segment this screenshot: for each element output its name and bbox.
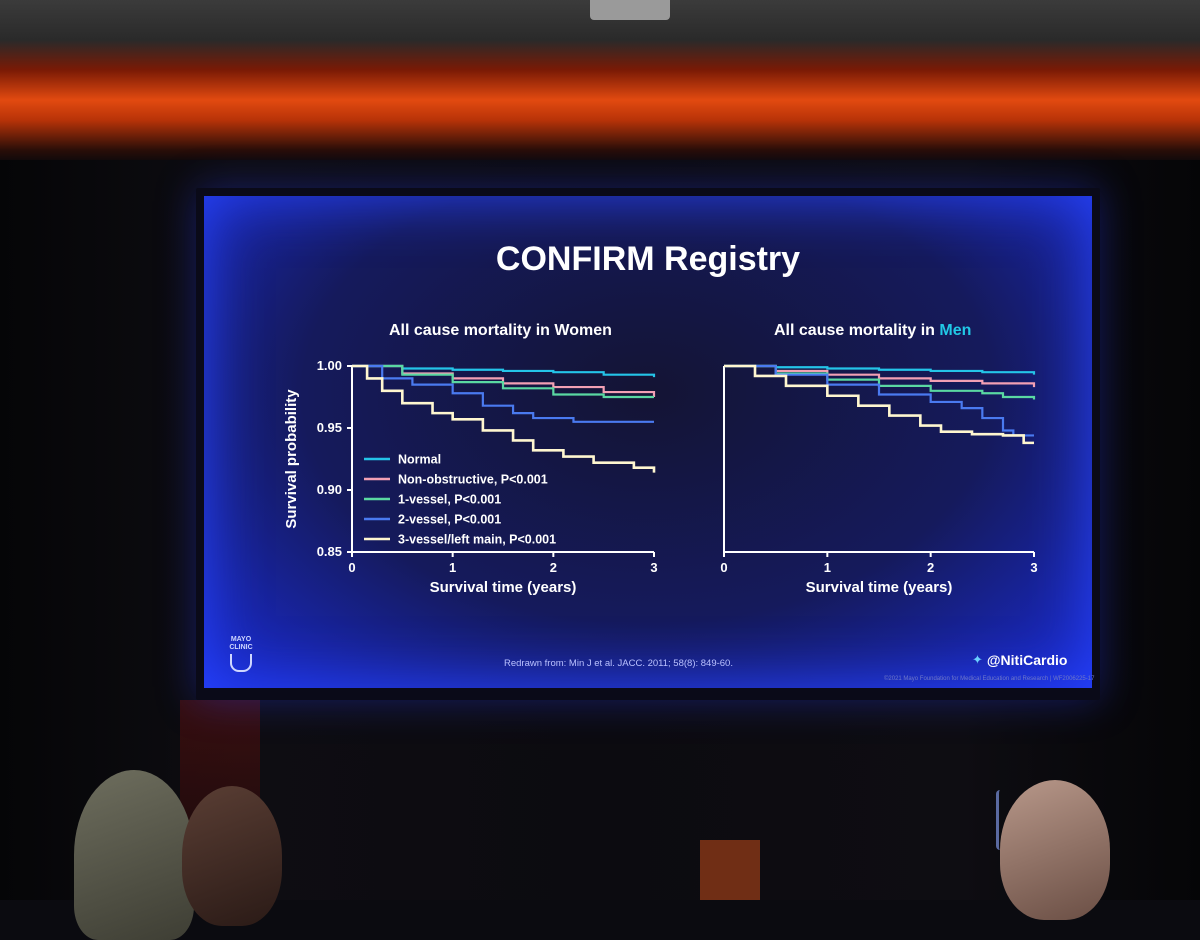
ceiling-light xyxy=(590,0,670,20)
legend-label-three_vessel: 3-vessel/left main, P<0.001 xyxy=(398,533,556,547)
logo-text-line-2: CLINIC xyxy=(229,644,253,651)
series-line-two_vessel xyxy=(352,364,654,423)
chart-title-men: All cause mortality in Men xyxy=(774,322,971,340)
twitter-handle-text: @NitiCardio xyxy=(986,652,1068,668)
chart-title-women-highlight: Women xyxy=(554,322,612,339)
legend-label-non_obstructive: Non-obstructive, P<0.001 xyxy=(398,473,548,487)
legend-label-one_vessel: 1-vessel, P<0.001 xyxy=(398,493,501,507)
chart-title-men-prefix: All cause mortality in xyxy=(774,322,940,339)
x-tick-label: 0 xyxy=(348,560,355,575)
legend-label-normal: Normal xyxy=(398,453,441,467)
shield-icon xyxy=(230,654,252,672)
floor-light xyxy=(700,840,760,900)
x-tick-label: 1 xyxy=(824,560,831,575)
glasses xyxy=(996,790,1019,850)
citation: Redrawn from: Min J et al. JACC. 2011; 5… xyxy=(504,658,733,669)
x-tick-label: 2 xyxy=(927,560,934,575)
legend-label-two_vessel: 2-vessel, P<0.001 xyxy=(398,513,501,527)
mayo-clinic-logo: MAYO CLINIC xyxy=(226,636,256,676)
x-tick-label: 2 xyxy=(550,560,557,575)
twitter-handle: ✦ @NitiCardio xyxy=(972,652,1067,668)
charts-svg: 0 1 2 3 0.85 0.90 0.95 1.00 Survival time (years… xyxy=(283,358,1038,596)
twitter-bird-icon: ✦ xyxy=(972,652,983,667)
series-line-two_vessel xyxy=(724,364,1034,437)
y-tick-label: 0.85 xyxy=(317,544,342,559)
ceiling xyxy=(0,0,1200,160)
x-axis-label: Survival time (years) xyxy=(806,579,953,596)
series-line-normal xyxy=(724,364,1036,375)
y-tick-label: 0.90 xyxy=(317,482,342,497)
x-tick-label: 3 xyxy=(650,560,657,575)
series-line-one_vessel xyxy=(352,364,654,399)
series-line-one_vessel xyxy=(724,364,1036,400)
chart-women: 0 1 2 3 0.85 0.90 0.95 1.00 Survival time (years… xyxy=(283,358,658,596)
x-tick-label: 1 xyxy=(449,560,456,575)
chart-title-women-prefix: All cause mortality in xyxy=(389,322,555,339)
audience-head-1 xyxy=(74,770,194,940)
slide-title: CONFIRM Registry xyxy=(495,240,801,278)
chart-title-women: All cause mortality in Women xyxy=(389,322,612,340)
y-tick-label: 1.00 xyxy=(317,358,342,373)
series-line-three_vessel xyxy=(352,364,656,473)
audience-head-2 xyxy=(182,786,282,926)
x-axis-label: Survival time (years) xyxy=(430,579,577,596)
y-tick-label: 0.95 xyxy=(317,420,342,435)
x-tick-label: 0 xyxy=(720,560,727,575)
copyright-notice: ©2021 Mayo Foundation for Medical Educat… xyxy=(884,676,1095,682)
logo-text-line-1: MAYO xyxy=(230,636,252,643)
series-line-normal xyxy=(352,364,656,378)
slide: CONFIRM Registry All cause mortality in … xyxy=(204,196,1095,688)
chart-men: 0 1 2 3 Survival time (years) xyxy=(720,364,1038,596)
audience-head-3 xyxy=(1000,780,1110,920)
x-tick-label: 3 xyxy=(1030,560,1037,575)
series-line-three_vessel xyxy=(724,364,1034,445)
y-axis-label: Survival probability xyxy=(283,389,300,529)
chart-title-men-highlight: Men xyxy=(939,322,972,339)
